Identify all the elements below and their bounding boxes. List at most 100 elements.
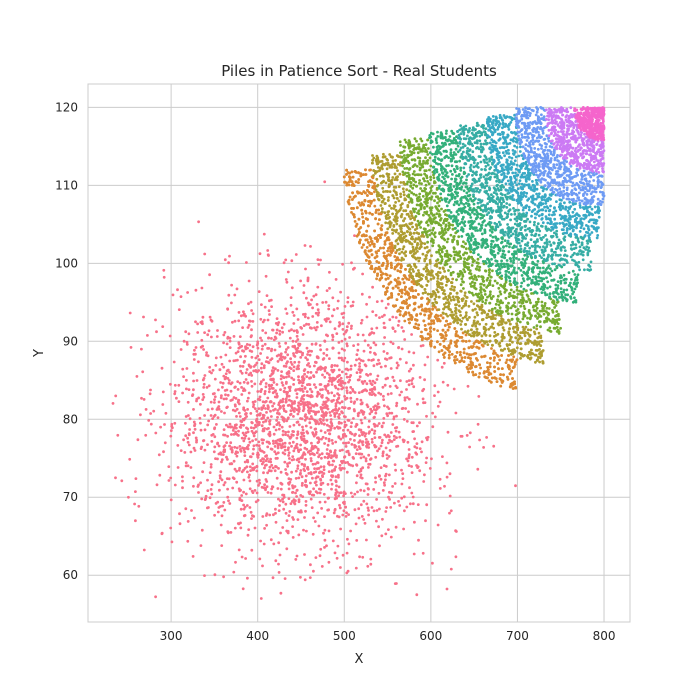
data-point xyxy=(306,301,310,305)
data-point xyxy=(149,388,152,392)
data-point xyxy=(417,232,421,236)
data-point xyxy=(425,283,429,287)
data-point xyxy=(527,333,531,337)
data-point xyxy=(333,412,336,415)
data-point xyxy=(314,556,318,559)
data-point xyxy=(281,404,285,408)
data-point xyxy=(294,389,297,392)
data-point xyxy=(380,165,384,169)
data-point xyxy=(278,407,282,410)
data-point xyxy=(197,220,201,224)
data-point xyxy=(446,323,450,326)
data-point xyxy=(420,338,424,342)
data-point xyxy=(252,369,256,373)
data-point xyxy=(415,452,419,456)
data-point xyxy=(228,254,231,258)
data-point xyxy=(312,404,316,408)
data-point xyxy=(246,408,250,411)
data-point xyxy=(267,405,270,409)
data-point xyxy=(366,405,370,409)
data-point xyxy=(390,181,394,185)
data-point xyxy=(305,430,309,434)
data-point xyxy=(420,303,423,307)
data-point xyxy=(173,421,177,425)
data-point xyxy=(257,478,261,482)
data-point xyxy=(468,316,471,319)
data-point xyxy=(412,430,415,433)
data-point xyxy=(249,371,253,375)
data-point xyxy=(387,455,391,458)
data-point xyxy=(398,310,402,313)
data-point xyxy=(386,199,390,202)
data-point xyxy=(258,557,262,561)
data-point xyxy=(334,404,338,408)
data-point xyxy=(437,350,441,354)
data-point xyxy=(519,342,523,345)
data-point xyxy=(323,431,327,434)
data-point xyxy=(291,430,295,433)
data-point xyxy=(362,190,366,194)
data-point xyxy=(200,286,204,290)
data-point xyxy=(417,323,421,327)
data-point xyxy=(430,319,433,323)
data-point xyxy=(366,564,370,568)
data-point xyxy=(314,402,318,406)
data-point xyxy=(219,470,223,474)
data-point xyxy=(498,358,501,362)
data-point xyxy=(146,334,149,337)
data-point xyxy=(400,496,404,500)
data-point xyxy=(306,370,310,374)
data-point xyxy=(365,538,368,542)
data-point xyxy=(310,417,314,421)
data-point xyxy=(309,497,313,501)
data-point xyxy=(133,502,137,506)
data-point xyxy=(255,479,259,483)
data-point xyxy=(355,539,359,542)
data-point xyxy=(396,169,399,173)
data-point xyxy=(192,408,195,411)
data-point xyxy=(373,204,377,208)
data-point xyxy=(169,434,173,438)
data-point xyxy=(393,278,397,282)
data-point xyxy=(360,452,364,456)
data-point xyxy=(385,435,388,439)
data-point xyxy=(260,380,263,384)
data-point xyxy=(378,474,381,478)
data-point xyxy=(227,261,231,265)
data-point xyxy=(496,354,500,358)
data-point xyxy=(290,406,294,410)
data-point xyxy=(383,404,386,408)
data-point xyxy=(267,336,270,340)
data-point xyxy=(452,298,456,302)
data-point xyxy=(255,414,259,417)
data-point xyxy=(405,277,409,281)
data-point xyxy=(191,555,195,558)
data-point xyxy=(368,462,372,466)
data-point xyxy=(250,374,254,377)
data-point xyxy=(510,360,514,363)
data-point xyxy=(484,340,487,344)
data-point xyxy=(360,212,364,216)
data-point xyxy=(258,447,262,450)
data-point xyxy=(496,362,500,365)
data-point xyxy=(334,408,338,412)
data-point xyxy=(395,426,399,429)
data-point xyxy=(315,303,319,306)
data-point xyxy=(429,344,433,348)
data-point xyxy=(197,360,200,364)
data-point xyxy=(114,394,118,398)
data-point xyxy=(402,314,405,318)
data-point xyxy=(360,368,364,372)
data-point xyxy=(346,200,350,204)
data-point xyxy=(450,285,454,288)
data-point xyxy=(384,277,388,281)
data-point xyxy=(390,491,393,495)
data-point xyxy=(358,439,362,443)
data-point xyxy=(136,438,140,442)
data-point xyxy=(314,311,318,315)
data-point xyxy=(210,483,214,487)
data-point xyxy=(416,219,420,223)
data-point xyxy=(316,390,320,394)
data-point xyxy=(232,433,236,436)
data-point xyxy=(438,342,442,346)
